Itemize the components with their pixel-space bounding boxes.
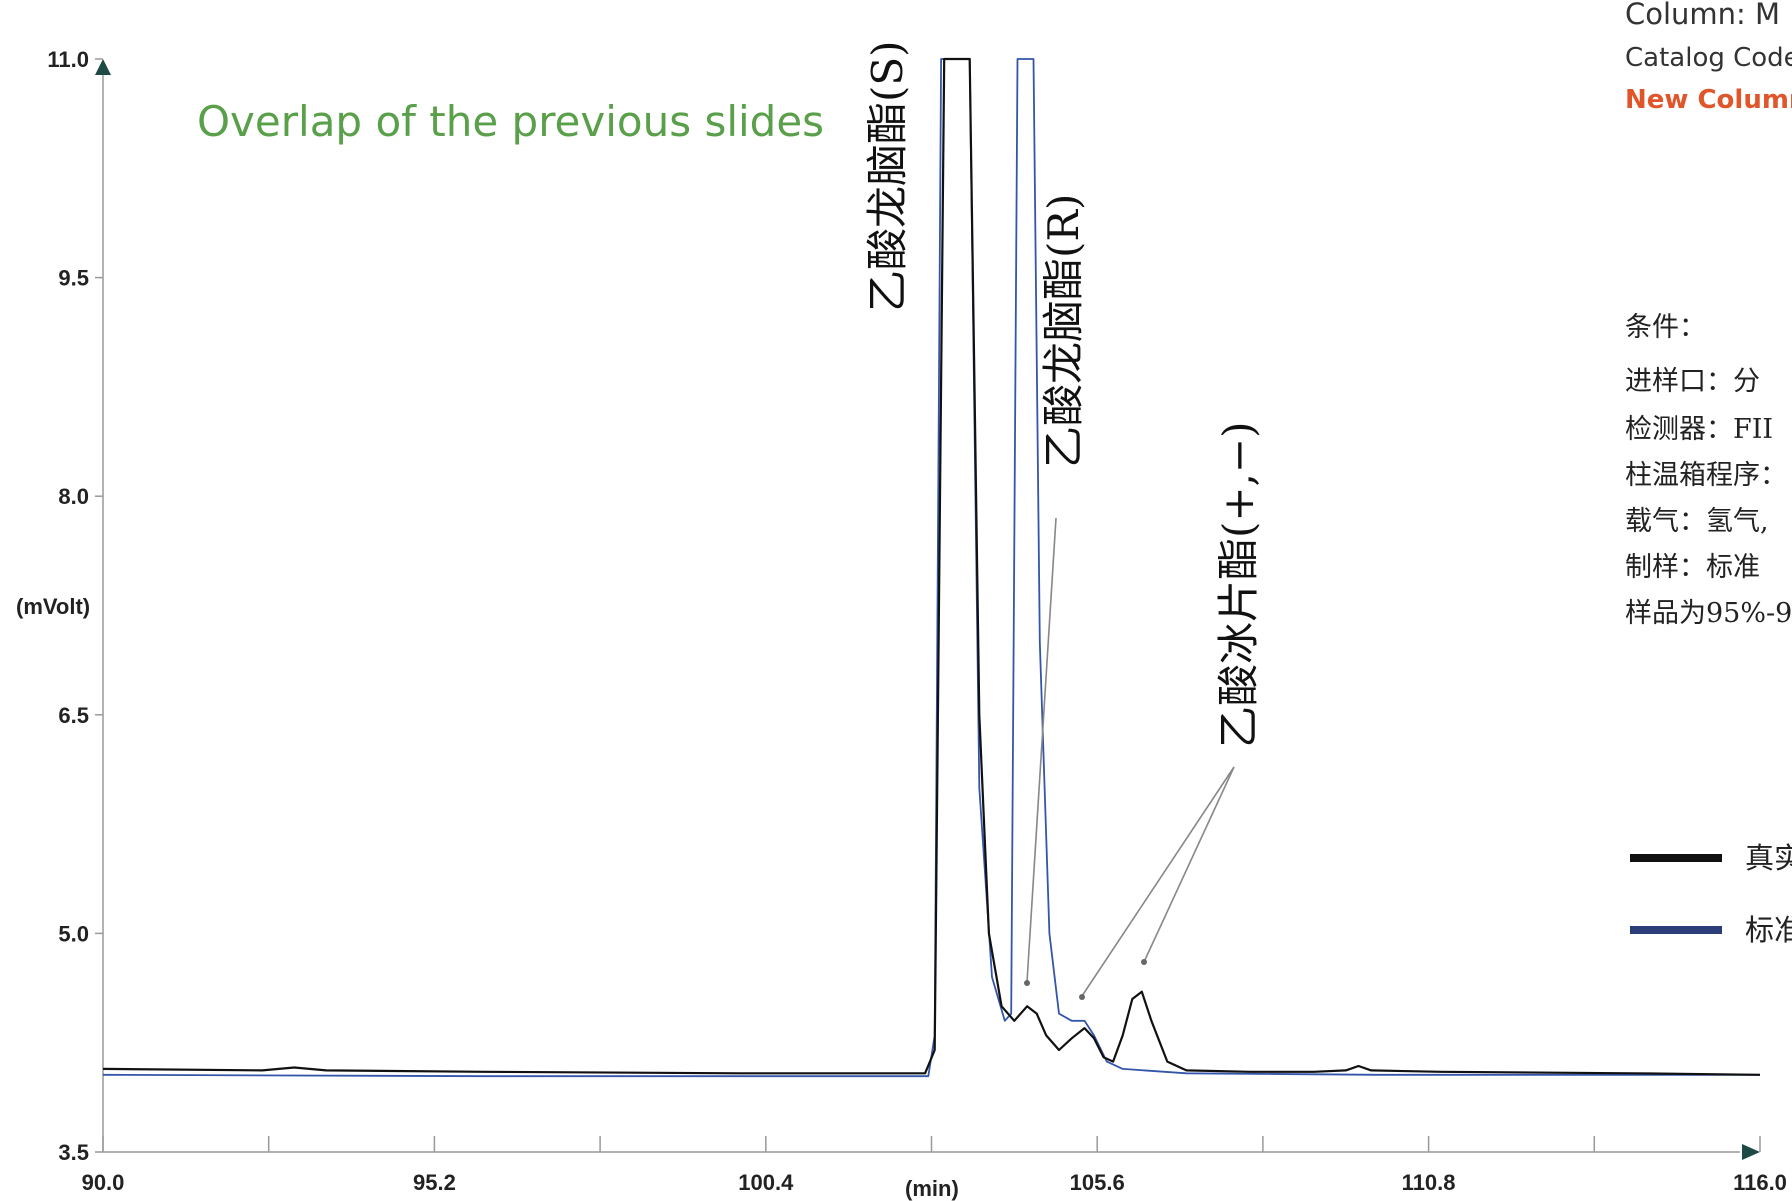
chart-title: Overlap of the previous slides	[197, 97, 824, 146]
new-column-label: New Column	[1625, 85, 1792, 115]
condition-line-3: 柱温箱程序：	[1625, 460, 1787, 491]
x-tick-label: 100.4	[738, 1170, 794, 1195]
condition-line-6: 样品为95%-9	[1625, 598, 1792, 629]
pointer-dot-plus	[1079, 994, 1085, 1000]
y-axis-arrow	[95, 59, 111, 75]
pointer-dot-r	[1024, 980, 1030, 986]
peak-label-r: 乙酸龙脑酯(R)	[1039, 194, 1088, 468]
x-ticks: 90.0 95.2 100.4 105.6 110.8 116.0	[82, 1136, 1787, 1195]
pointer-dot-minus	[1141, 959, 1147, 965]
y-tick-label: 6.5	[58, 703, 89, 728]
conditions-heading: 条件：	[1625, 312, 1706, 343]
y-tick-label: 5.0	[58, 921, 89, 946]
series-layer	[102, 57, 1761, 1078]
series-line-real	[102, 57, 1761, 1076]
annotation-pointers	[1024, 517, 1235, 1000]
y-ticks: 3.5 5.0 6.5 8.0 9.5 11.0	[47, 47, 103, 1165]
y-tick-label: 3.5	[58, 1140, 89, 1165]
legend-label-standard: 标准	[1745, 913, 1792, 947]
x-tick-label: 110.8	[1402, 1170, 1456, 1195]
x-tick-label: 116.0	[1733, 1170, 1787, 1195]
condition-line-4: 载气：氢气,	[1625, 506, 1769, 537]
legend: 真实 标准	[1630, 841, 1792, 947]
x-tick-label: 95.2	[413, 1170, 456, 1195]
legend-label-real: 真实	[1745, 841, 1792, 875]
x-axis-arrow	[1742, 1144, 1760, 1160]
y-tick-label: 9.5	[58, 266, 89, 291]
pointer-minus	[1143, 766, 1235, 963]
x-tick-label: 105.6	[1070, 1170, 1125, 1195]
catalog-code: Catalog Code:	[1625, 43, 1792, 73]
condition-line-2: 检测器：FII	[1625, 414, 1773, 445]
peak-label-s: 乙酸龙脑酯(S)	[863, 40, 912, 312]
series-line-standard	[102, 58, 1760, 1078]
condition-line-1: 进样口：分	[1625, 366, 1760, 397]
pointer-r	[1026, 517, 1057, 983]
y-tick-label: 11.0	[47, 47, 89, 72]
x-tick-label: 90.0	[82, 1170, 125, 1195]
y-tick-label: 8.0	[58, 484, 89, 509]
column-name: Column: M	[1625, 0, 1780, 31]
y-axis-label: (mVolt)	[16, 594, 90, 619]
peak-label-plus-minus: 乙酸冰片酯(+,−)	[1214, 421, 1263, 748]
pointer-plus	[1081, 766, 1235, 997]
x-axis-label: (min)	[905, 1176, 959, 1201]
condition-line-5: 制样：标准	[1625, 552, 1760, 583]
